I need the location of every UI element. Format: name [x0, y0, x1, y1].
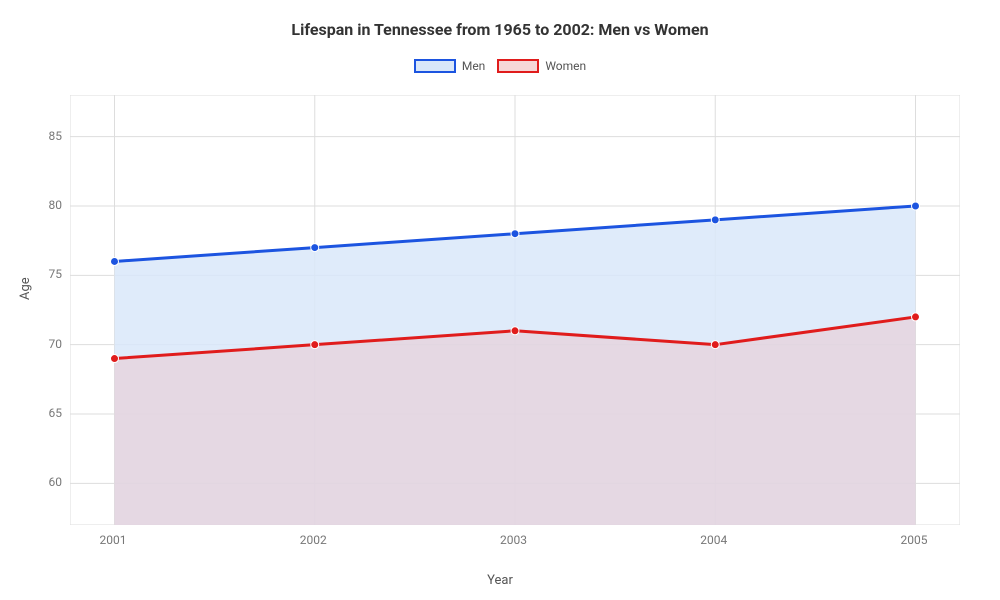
- chart-title: Lifespan in Tennessee from 1965 to 2002:…: [0, 0, 1000, 39]
- x-tick-label: 2002: [300, 533, 327, 547]
- legend-swatch-men: [414, 59, 456, 73]
- x-tick-label: 2005: [901, 533, 928, 547]
- chart-svg: [70, 95, 960, 525]
- x-tick-label: 2004: [700, 533, 727, 547]
- legend-item-men: Men: [414, 59, 485, 73]
- x-axis-label: Year: [487, 573, 513, 588]
- legend-label-men: Men: [462, 59, 485, 73]
- x-tick-label: 2001: [100, 533, 127, 547]
- legend-label-women: Women: [545, 59, 586, 73]
- legend: Men Women: [0, 59, 1000, 73]
- y-axis-label: Age: [18, 277, 33, 300]
- y-tick-label: 70: [49, 337, 63, 351]
- plot-area: [70, 95, 960, 525]
- y-tick-label: 85: [49, 129, 63, 143]
- y-tick-label: 65: [49, 406, 63, 420]
- legend-item-women: Women: [497, 59, 586, 73]
- y-tick-label: 80: [49, 198, 63, 212]
- y-tick-label: 75: [49, 267, 63, 281]
- y-tick-label: 60: [49, 475, 63, 489]
- x-tick-label: 2003: [500, 533, 527, 547]
- legend-swatch-women: [497, 59, 539, 73]
